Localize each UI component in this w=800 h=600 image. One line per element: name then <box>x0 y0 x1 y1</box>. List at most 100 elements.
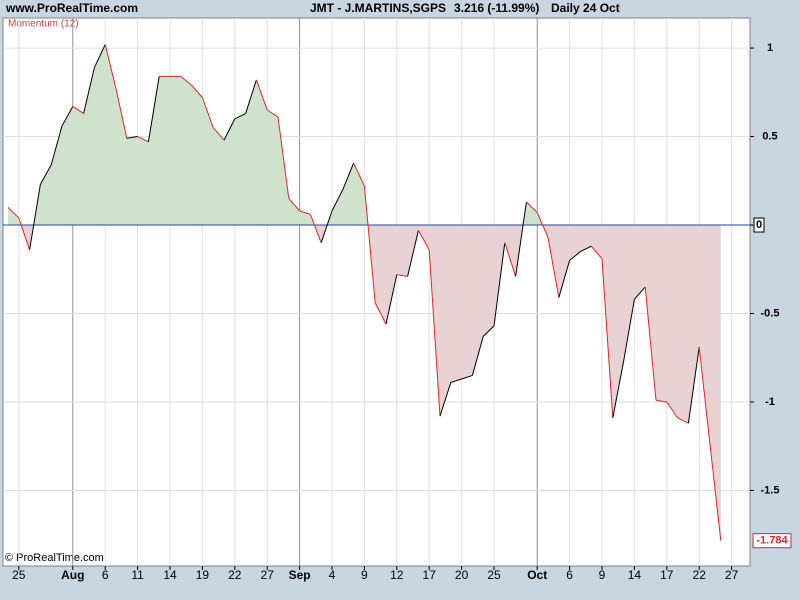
x-tick-label: 6 <box>102 568 109 582</box>
line-segment <box>482 325 495 337</box>
indicator-title: Momentum (12) <box>8 19 79 30</box>
line-segment <box>61 106 74 127</box>
line-segment <box>450 378 462 383</box>
line-segment <box>417 230 430 251</box>
line-segment <box>504 242 517 277</box>
line-segment <box>493 242 506 326</box>
line-segment <box>655 399 667 403</box>
x-tick-label: Aug <box>61 568 84 582</box>
line-segment <box>461 374 473 380</box>
y-tick-label: -1.5 <box>761 484 780 496</box>
zero-box <box>753 217 765 233</box>
x-tick-label: 22 <box>228 568 242 582</box>
line-segment <box>331 189 344 212</box>
line-segment <box>644 286 657 401</box>
line-segment <box>666 401 679 419</box>
line-segment <box>309 214 322 243</box>
x-tick-label: 17 <box>423 568 437 582</box>
line-segment <box>396 274 408 277</box>
line-segment <box>299 210 311 215</box>
line-segment <box>320 210 333 243</box>
x-tick-label: 22 <box>693 568 707 582</box>
x-tick-label: 11 <box>131 568 144 582</box>
last-value-box <box>752 533 792 549</box>
line-segment <box>266 109 279 118</box>
line-segment <box>471 336 484 376</box>
line-segment <box>363 186 376 303</box>
line-segment <box>277 117 290 199</box>
line-segment <box>407 230 419 277</box>
y-tick-label: 0 <box>756 219 762 231</box>
x-tick-label: 27 <box>261 568 275 582</box>
line-segment <box>104 44 117 89</box>
line-segment <box>137 136 149 143</box>
x-tick-label: 4 <box>329 568 336 582</box>
line-segment <box>385 274 398 325</box>
line-segment <box>428 249 441 417</box>
line-segment <box>255 79 268 111</box>
line-segment <box>515 201 527 277</box>
line-segment <box>342 162 355 190</box>
x-tick-label: 25 <box>487 568 501 582</box>
line-segment <box>590 245 603 259</box>
line-segment <box>547 237 560 298</box>
line-segment <box>580 245 592 253</box>
x-tick-label: 6 <box>566 568 573 582</box>
y-tick-label: -1 <box>765 396 775 408</box>
line-segment <box>353 162 365 187</box>
y-tick-label: 1 <box>767 42 773 54</box>
line-segment <box>698 347 711 445</box>
x-tick-label: 14 <box>163 568 177 582</box>
price: 3.216 (-11.99%) <box>454 1 539 15</box>
site: www.ProRealTime.com <box>5 1 138 15</box>
line-segment <box>526 201 538 213</box>
x-tick-label: 9 <box>361 568 368 582</box>
line-segment <box>374 302 387 325</box>
line-segment <box>601 258 614 418</box>
area-negative <box>21 225 721 541</box>
line-segment <box>72 106 84 114</box>
line-segment <box>147 76 160 142</box>
line-segment <box>709 444 722 541</box>
x-tick-label: 14 <box>628 568 642 582</box>
line-segment <box>83 67 95 114</box>
line-segment <box>288 198 300 212</box>
line-segment <box>558 260 571 298</box>
line-segment <box>39 164 52 185</box>
x-tick-label: 17 <box>660 568 674 582</box>
line-segment <box>634 286 646 300</box>
line-segment <box>7 206 20 219</box>
line-segment <box>191 84 203 98</box>
line-segment <box>180 76 192 86</box>
line-segment <box>18 217 31 250</box>
x-tick-label: 25 <box>12 568 26 582</box>
line-segment <box>234 113 246 120</box>
line-segment <box>569 251 581 261</box>
x-tick-label: 27 <box>725 568 739 582</box>
x-tick-label: Oct <box>527 568 547 582</box>
x-tick-label: 19 <box>196 568 210 582</box>
line-segment <box>687 347 700 424</box>
line-segment <box>245 79 257 114</box>
x-tick-label: 9 <box>599 568 606 582</box>
instrument: JMT - J.MARTINS,SGPS <box>310 1 446 15</box>
line-segment <box>212 127 225 141</box>
line-segment <box>201 97 214 128</box>
line-segment <box>623 299 635 362</box>
line-segment <box>115 88 128 139</box>
line-segment <box>93 44 106 68</box>
y-tick-label: -0.5 <box>761 307 780 319</box>
period: Daily 24 Oct <box>551 1 620 15</box>
area-positive <box>8 44 721 226</box>
line-segment <box>50 125 63 165</box>
y-tick-label: 0.5 <box>762 130 777 142</box>
line-segment <box>126 136 138 139</box>
last-value-label: -1.784 <box>756 535 788 547</box>
x-tick-label: 20 <box>455 568 469 582</box>
line-segment <box>29 184 41 250</box>
footer: © ProRealTime.com <box>5 552 104 564</box>
line-segment <box>612 361 625 418</box>
line-segment <box>536 212 549 238</box>
line-segment <box>677 417 689 424</box>
